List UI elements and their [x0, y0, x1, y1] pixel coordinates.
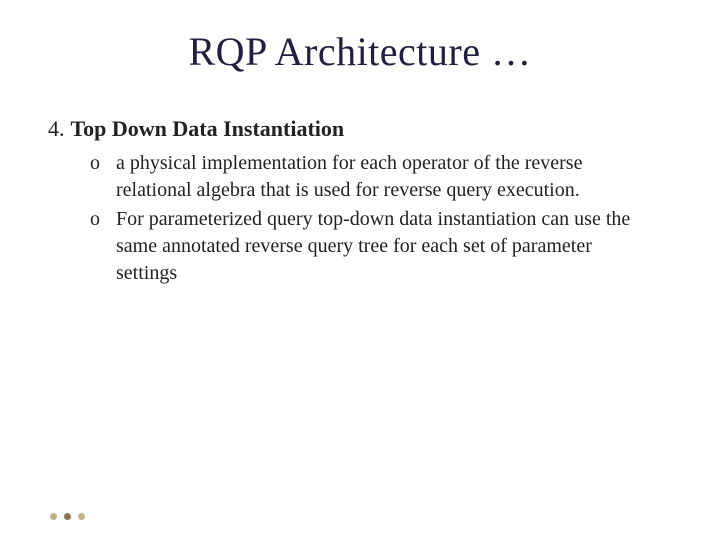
bullet-text: For parameterized query top-down data in…	[116, 206, 656, 287]
list-item: 4. Top Down Data Instantiation	[48, 115, 672, 144]
slide-title: RQP Architecture …	[0, 0, 720, 93]
pagination-dot	[50, 513, 57, 520]
slide-content: 4. Top Down Data Instantiation o a physi…	[0, 93, 720, 287]
list-heading: Top Down Data Instantiation	[71, 115, 345, 144]
pagination-dot	[78, 513, 85, 520]
sublist-item: o For parameterized query top-down data …	[90, 206, 672, 287]
bullet-marker: o	[90, 206, 104, 233]
sublist: o a physical implementation for each ope…	[48, 148, 672, 287]
sublist-item: o a physical implementation for each ope…	[90, 150, 672, 204]
list-number: 4.	[48, 115, 65, 144]
pagination-dot-active	[64, 513, 71, 520]
bullet-text: a physical implementation for each opera…	[116, 150, 656, 204]
bullet-marker: o	[90, 150, 104, 177]
page-indicator	[50, 513, 85, 520]
